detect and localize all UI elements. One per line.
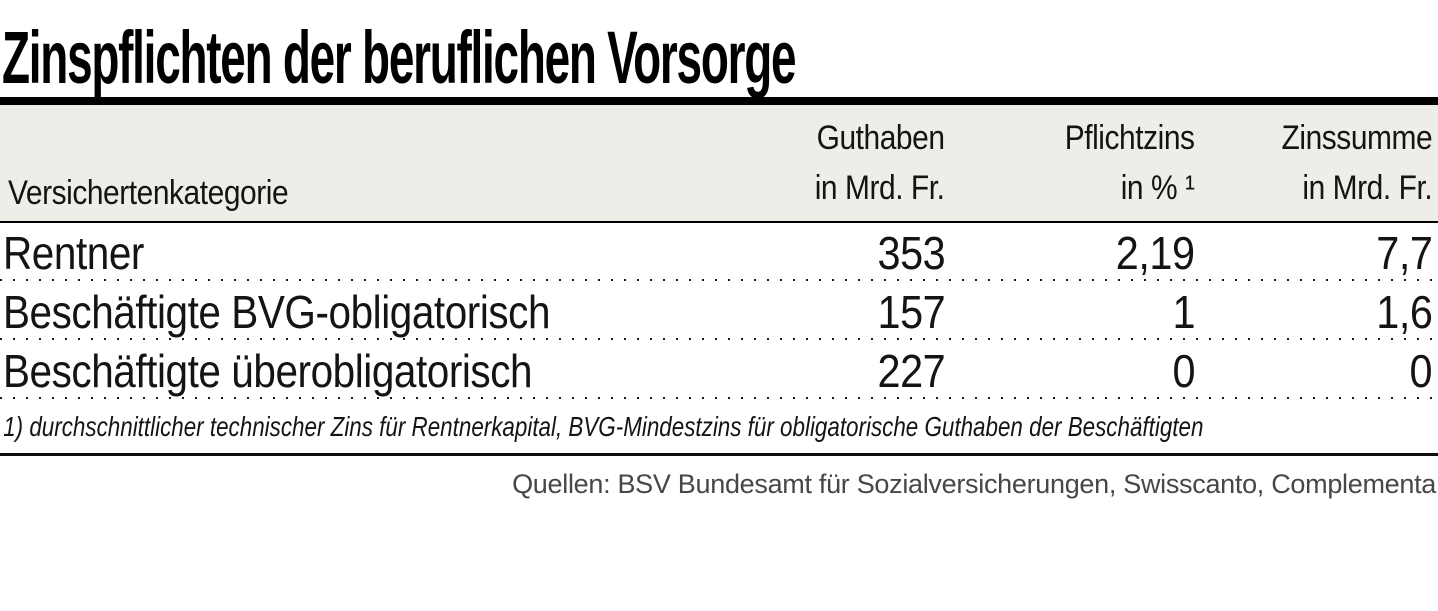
row-category-cell: Beschäftigte überobligatorisch: [0, 344, 695, 398]
row-zinssumme-cell: 7,7: [1375, 226, 1433, 279]
footnote-bottom-rule: [0, 453, 1438, 456]
row-guthaben-cell: 227: [877, 344, 945, 397]
row-zinssumme-cell: 0: [1409, 344, 1432, 397]
header-zinssumme: Zinssumme in Mrd. Fr.: [1195, 114, 1432, 213]
page-title: Zinspflichten der beruflichen Vorsorge: [2, 16, 797, 97]
table-header: Versichertenkategorie Guthaben in Mrd. F…: [0, 105, 1438, 223]
source-note: Quellen: BSV Bundesamt für Sozialversich…: [512, 469, 1436, 499]
row-pflichtzins-cell: 2,19: [1116, 226, 1195, 279]
title-underline-rule: [0, 97, 1438, 105]
table-row: Beschäftigte überobligatorisch 227 0 0: [0, 341, 1438, 400]
header-zinssumme-line2: in Mrd. Fr.: [1302, 168, 1432, 207]
row-zinssumme-cell: 1,6: [1375, 285, 1433, 338]
row-guthaben-cell: 157: [877, 285, 945, 338]
footnote-row: 1) durchschnittlicher technischer Zins f…: [0, 400, 1438, 453]
row-category-cell: Rentner: [0, 226, 695, 280]
header-guthaben-line2: in Mrd. Fr.: [815, 168, 945, 207]
row-guthaben-cell: 353: [877, 226, 945, 279]
table-row: Rentner 353 2,19 7,7: [0, 223, 1438, 282]
header-category: Versichertenkategorie: [0, 174, 695, 213]
header-pflichtzins: Pflichtzins in % ¹: [945, 114, 1195, 213]
title-row: Zinspflichten der beruflichen Vorsorge: [0, 0, 1438, 97]
header-pflichtzins-line2: in % ¹: [1121, 168, 1195, 207]
row-category-label: Rentner: [3, 226, 144, 279]
row-category-cell: Beschäftigte BVG-obligatorisch: [0, 285, 695, 339]
header-pflichtzins-line1: Pflichtzins: [1065, 119, 1195, 158]
footnote-text: 1) durchschnittlicher technischer Zins f…: [3, 410, 1204, 442]
row-category-label: Beschäftigte überobligatorisch: [3, 344, 533, 397]
row-category-label: Beschäftigte BVG-obligatorisch: [3, 285, 551, 338]
header-category-label: Versichertenkategorie: [8, 174, 289, 212]
header-guthaben: Guthaben in Mrd. Fr.: [695, 114, 945, 213]
row-pflichtzins-cell: 0: [1172, 344, 1195, 397]
header-zinssumme-line1: Zinssumme: [1281, 119, 1432, 158]
table-row: Beschäftigte BVG-obligatorisch 157 1 1,6: [0, 282, 1438, 341]
header-guthaben-line1: Guthaben: [817, 119, 945, 158]
row-pflichtzins-cell: 1: [1172, 285, 1195, 338]
